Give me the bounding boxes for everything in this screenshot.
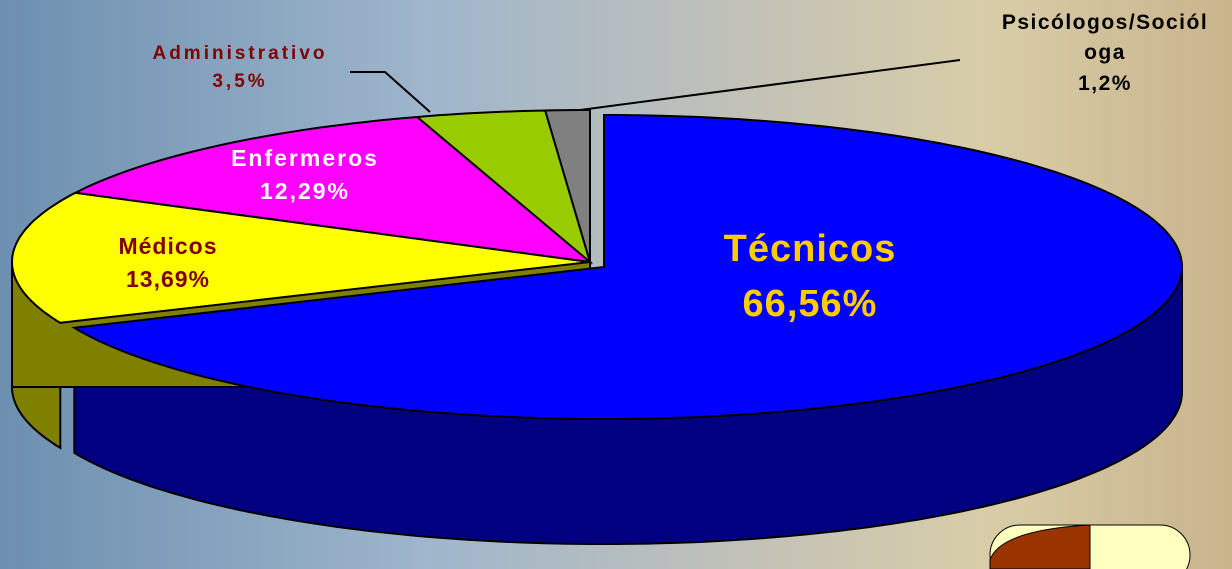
category-label: Administrativo	[152, 43, 328, 64]
category-label: Médicos	[118, 233, 218, 259]
slice-label: Enfermeros 12,29%	[205, 142, 405, 209]
slice	[543, 109, 591, 263]
value-label: 66,56%	[742, 283, 878, 326]
category-label: Técnicos	[723, 228, 897, 270]
slice-label: Médicos 13,69%	[68, 230, 268, 297]
slice-label: Administrativo 3,5%	[130, 40, 350, 95]
slice-label: Psicólogos/Socióloga 1,2%	[980, 8, 1230, 99]
value-label: 12,29%	[259, 178, 350, 205]
slice	[414, 109, 592, 265]
leader-line	[564, 59, 961, 113]
category-label: Psicólogos/Socióloga	[1001, 11, 1209, 65]
slice-label: Técnicos 66,56%	[690, 222, 930, 332]
decoration	[989, 524, 1091, 569]
slice	[10, 191, 591, 324]
leader-line	[350, 71, 431, 113]
category-label: Enfermeros	[231, 145, 379, 171]
slice	[71, 114, 1184, 420]
value-label: 1,2%	[1078, 71, 1132, 95]
value-label: 13,69%	[125, 266, 210, 293]
slice	[72, 115, 594, 264]
value-label: 3,5%	[212, 70, 268, 92]
